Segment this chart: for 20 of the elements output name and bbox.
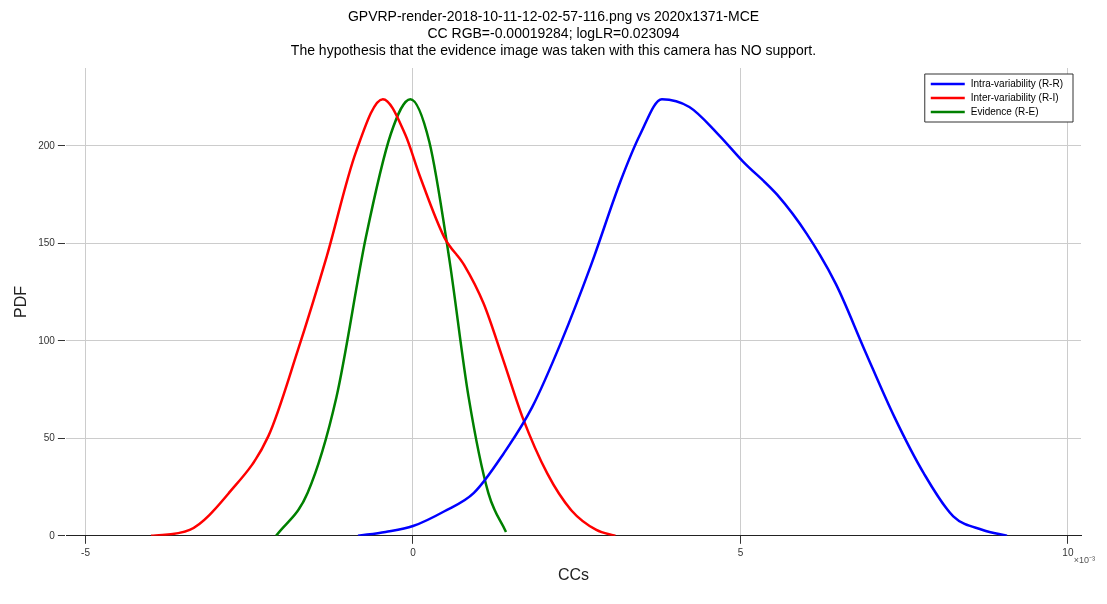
x-tick-label: 5	[737, 546, 744, 558]
text: The hypothesis that the evidence image was taken with this camera has NO support.	[289, 42, 818, 59]
y-tick-label: 200	[38, 139, 56, 151]
line-series	[274, 97, 508, 536]
chart-title: GPVRP-render-2018-10-11-12-02-57-116.png vs 2020x1371-MCE	[346, 8, 761, 25]
x-tick-label: -5	[81, 546, 91, 558]
x-axis-title: CCs	[557, 565, 589, 583]
x-tick-label: 10	[1062, 546, 1074, 558]
x-tick-label: 0	[410, 546, 417, 558]
legend-label: Intra-variability (R-R)	[970, 77, 1063, 89]
y-tick-label: 50	[43, 432, 56, 444]
y-tick-label: 100	[38, 334, 56, 346]
chart-subtitle: CC RGB=-0.00019284; logLR=0.023094	[426, 25, 681, 42]
y-tick-label: 0	[49, 529, 56, 541]
y-tick-label: 150	[38, 237, 56, 249]
line-series	[149, 97, 617, 536]
legend-label: Evidence (R-E)	[970, 105, 1039, 117]
legend-label: Inter-variability (R-I)	[970, 91, 1059, 103]
y-axis-title: PDF	[12, 285, 30, 318]
text: ×10⁻³	[1073, 554, 1095, 565]
